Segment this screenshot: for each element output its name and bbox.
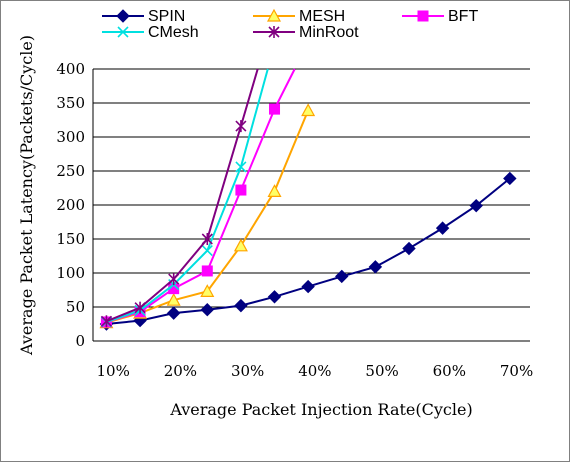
- y-tick-label: 350: [56, 94, 85, 112]
- legend-item-cmesh: CMesh: [102, 24, 199, 41]
- data-point: [301, 279, 315, 294]
- diamond-marker: [200, 303, 214, 317]
- data-point: [335, 269, 349, 284]
- x-marker-stroke: [235, 161, 247, 173]
- data-point: [201, 244, 213, 257]
- data-point: [267, 184, 282, 197]
- diamond-marker: [166, 306, 181, 320]
- data-point: [235, 161, 247, 173]
- diamond-marker: [402, 241, 416, 256]
- data-point: [301, 103, 316, 117]
- diamond-marker: [234, 298, 248, 313]
- data-point: [368, 260, 383, 274]
- x-tick-label: 40%: [298, 362, 331, 380]
- y-tick-label: 250: [56, 162, 85, 180]
- legend-marker: [417, 10, 429, 22]
- data-point: [435, 221, 450, 235]
- data-point: [234, 298, 248, 313]
- triangle-marker: [166, 292, 181, 306]
- data-point: [402, 241, 416, 256]
- series-line: [106, 68, 269, 323]
- triangle-marker: [266, 8, 282, 22]
- x-tick-label: 20%: [164, 362, 197, 380]
- legend-marker: [116, 9, 130, 23]
- data-point: [269, 103, 281, 115]
- square-marker: [417, 10, 429, 22]
- diamond-marker: [267, 290, 282, 304]
- legend-item-mesh: MESH: [253, 8, 345, 25]
- y-tick-label: 100: [56, 264, 85, 282]
- data-point: [201, 233, 213, 245]
- data-point: [201, 265, 213, 277]
- legend-item-bft: BFT: [402, 8, 478, 25]
- triangle-marker: [200, 284, 215, 297]
- y-tick-label: 150: [56, 230, 85, 248]
- data-point: [469, 198, 483, 213]
- data-point: [134, 301, 146, 314]
- series-spin: [99, 171, 517, 331]
- x-marker-stroke: [201, 244, 213, 257]
- square-marker: [235, 184, 247, 196]
- y-tick-label: 50: [66, 298, 85, 316]
- series-cmesh: [100, 68, 269, 328]
- data-point: [235, 184, 247, 196]
- data-point: [235, 120, 247, 133]
- y-tick-label: 400: [56, 60, 85, 78]
- x-tick-label: 30%: [231, 362, 264, 380]
- legend-label: MESH: [299, 8, 345, 25]
- legend-item-minroot: MinRoot: [253, 24, 359, 41]
- legend-marker: [266, 8, 282, 22]
- square-marker: [201, 265, 213, 277]
- series-bft: [100, 68, 296, 328]
- y-tick-label: 0: [75, 332, 85, 350]
- series-line: [106, 68, 296, 323]
- data-point: [200, 284, 215, 297]
- square-marker: [269, 103, 281, 115]
- series-line: [106, 68, 259, 323]
- legend-label: MinRoot: [299, 24, 359, 41]
- diamond-marker: [503, 171, 517, 186]
- diamond-marker: [469, 198, 483, 213]
- data-point: [166, 306, 181, 320]
- y-tick-label: 300: [56, 128, 85, 146]
- y-tick-label: 200: [56, 196, 85, 214]
- legend-marker: [268, 26, 280, 38]
- data-point: [100, 315, 113, 328]
- data-point: [267, 290, 282, 304]
- data-point: [200, 303, 214, 317]
- data-point: [166, 292, 181, 306]
- x-tick-label: 10%: [96, 362, 129, 380]
- diamond-marker: [335, 269, 349, 284]
- x-axis-title: Average Packet Injection Rate(Cycle): [169, 400, 472, 419]
- triangle-marker: [267, 184, 282, 197]
- legend-item-spin: SPIN: [102, 8, 185, 25]
- diamond-marker: [116, 9, 130, 23]
- x-marker-stroke: [117, 26, 129, 38]
- data-point: [233, 238, 248, 252]
- x-tick-label: 70%: [500, 362, 533, 380]
- data-point: [168, 273, 180, 286]
- y-axis-title: Average Packet Latency(Packets/Cycle): [17, 35, 36, 356]
- x-tick-label: 50%: [365, 362, 398, 380]
- diamond-marker: [435, 221, 450, 235]
- diamond-marker: [368, 260, 383, 274]
- diamond-marker: [301, 279, 315, 294]
- triangle-marker: [233, 238, 248, 252]
- legend-marker: [117, 26, 129, 38]
- legend-label: CMesh: [148, 24, 199, 41]
- x-tick-label: 60%: [433, 362, 466, 380]
- triangle-marker: [301, 103, 316, 117]
- legend: SPIN MESH BFT CMesh MinRoot: [102, 8, 478, 41]
- series-minroot: [100, 68, 259, 328]
- legend-label: SPIN: [148, 8, 185, 25]
- legend-label: BFT: [448, 8, 478, 25]
- data-point: [503, 171, 517, 186]
